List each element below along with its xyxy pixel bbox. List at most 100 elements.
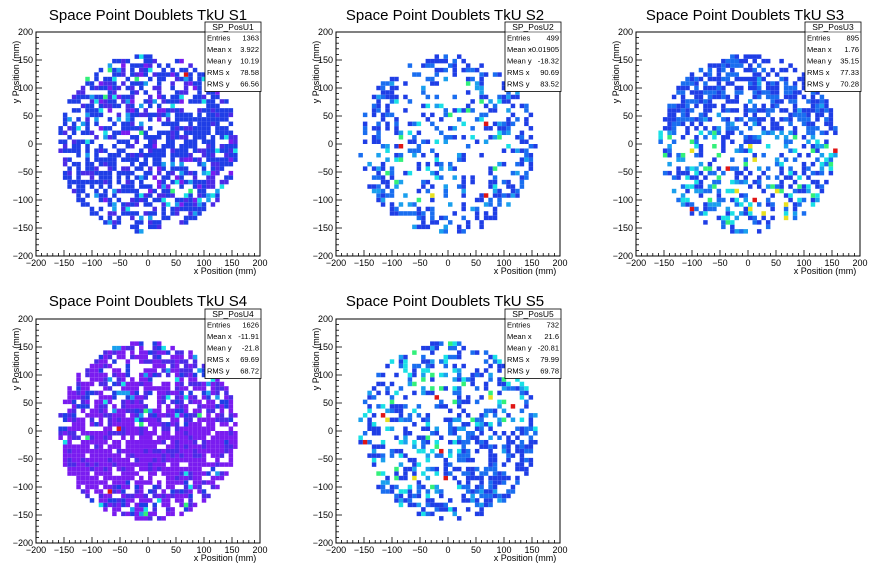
- heatmap-cell: [465, 395, 471, 400]
- heatmap-cell: [98, 390, 104, 396]
- heatmap-cell: [407, 170, 413, 176]
- heatmap-cell: [156, 112, 162, 118]
- heatmap-cell: [112, 390, 117, 396]
- stats-box-frame: [504, 308, 562, 379]
- heatmap-cell: [465, 108, 471, 113]
- heatmap-cell: [524, 431, 529, 436]
- heatmap-cell: [125, 462, 131, 467]
- heatmap-cell: [152, 211, 157, 216]
- heatmap-cell: [89, 161, 95, 167]
- heatmap-cell: [358, 152, 363, 158]
- heatmap-cell: [98, 498, 104, 503]
- stats-label: RMS y: [507, 80, 530, 89]
- heatmap-cell: [80, 475, 86, 481]
- heatmap-cell: [671, 130, 677, 136]
- heatmap-cell: [725, 76, 731, 82]
- heatmap-cell: [76, 139, 81, 144]
- heatmap-cell: [139, 85, 144, 91]
- heatmap-cell: [479, 502, 484, 508]
- heatmap-cell: [783, 135, 789, 140]
- heatmap-cell: [80, 444, 86, 449]
- heatmap-cell: [501, 417, 507, 423]
- heatmap-cell: [148, 516, 153, 521]
- heatmap-cell: [756, 202, 762, 207]
- heatmap-cell: [833, 126, 838, 131]
- heatmap-cell: [716, 215, 722, 221]
- heatmap-cell: [380, 112, 386, 118]
- heatmap-cell: [367, 395, 372, 400]
- heatmap-cell: [148, 368, 153, 373]
- heatmap-cell: [161, 144, 166, 149]
- heatmap-cell: [667, 103, 672, 109]
- heatmap-cell: [380, 489, 386, 494]
- heatmap-cell: [394, 76, 399, 82]
- heatmap-cell: [58, 435, 63, 440]
- heatmap-cell: [430, 498, 435, 503]
- heatmap-cell: [492, 166, 498, 171]
- heatmap-cell: [121, 94, 126, 100]
- heatmap-cell: [443, 139, 448, 144]
- heatmap-cell: [676, 117, 681, 122]
- heatmap-cell: [71, 399, 77, 405]
- heatmap-cell: [461, 422, 466, 427]
- stats-label: RMS y: [207, 367, 230, 376]
- heatmap-cell: [430, 58, 435, 64]
- heatmap-cell: [165, 350, 171, 355]
- heatmap-cell: [434, 471, 440, 476]
- heatmap-cell: [116, 498, 122, 503]
- heatmap-cell: [98, 413, 104, 418]
- heatmap-cell: [112, 417, 117, 423]
- heatmap-cell: [107, 76, 113, 82]
- heatmap-cell: [134, 108, 140, 113]
- heatmap-cell: [439, 229, 444, 234]
- heatmap-cell: [479, 471, 484, 476]
- heatmap-cell: [170, 67, 175, 73]
- heatmap-cell: [134, 81, 140, 86]
- heatmap-cell: [501, 431, 507, 436]
- heatmap-cell: [456, 108, 462, 113]
- heatmap-cell: [89, 435, 95, 440]
- heatmap-cell: [425, 390, 431, 396]
- axis-ticks: [335, 31, 561, 257]
- heatmap-cell: [125, 444, 131, 449]
- heatmap-cell: [76, 148, 81, 153]
- heatmap-cell: [783, 94, 789, 100]
- y-tick-label: −150: [13, 510, 33, 520]
- heatmap-cell: [797, 197, 802, 203]
- heatmap-cell: [125, 448, 131, 454]
- heatmap-cell: [801, 81, 807, 86]
- heatmap-cell: [694, 188, 699, 194]
- heatmap-cell: [161, 67, 166, 73]
- heatmap-cell: [197, 368, 202, 373]
- heatmap-cell: [492, 408, 498, 414]
- heatmap-cell: [389, 85, 395, 91]
- heatmap-cell: [210, 152, 216, 158]
- heatmap-cell: [139, 435, 144, 440]
- heatmap-cell: [783, 81, 789, 86]
- stats-value: -21.8: [242, 344, 259, 353]
- heatmap-cell: [412, 152, 417, 158]
- heatmap-cell: [828, 112, 834, 118]
- heatmap-cell: [215, 439, 220, 445]
- heatmap-cell: [121, 489, 126, 494]
- heatmap-cell: [170, 121, 175, 127]
- x-axis-label: x Position (mm): [794, 266, 857, 276]
- heatmap-cell: [89, 103, 95, 109]
- heatmap-cell: [107, 462, 113, 467]
- heatmap-cell: [197, 448, 202, 454]
- heatmap-cell: [685, 108, 690, 113]
- heatmap-cell: [116, 112, 122, 118]
- heatmap-cell: [139, 215, 144, 221]
- heatmap-cell: [680, 103, 686, 109]
- heatmap-cell: [170, 161, 175, 167]
- heatmap-cell: [98, 144, 104, 149]
- heatmap-cell: [501, 363, 507, 369]
- heatmap-cell: [694, 99, 699, 104]
- heatmap-cell: [71, 466, 77, 472]
- heatmap-cell: [130, 381, 135, 387]
- heatmap-cell: [183, 493, 189, 499]
- heatmap-cell: [376, 197, 381, 203]
- heatmap-cell: [183, 466, 189, 472]
- heatmap-cell: [515, 377, 520, 382]
- heatmap-cell: [130, 475, 135, 481]
